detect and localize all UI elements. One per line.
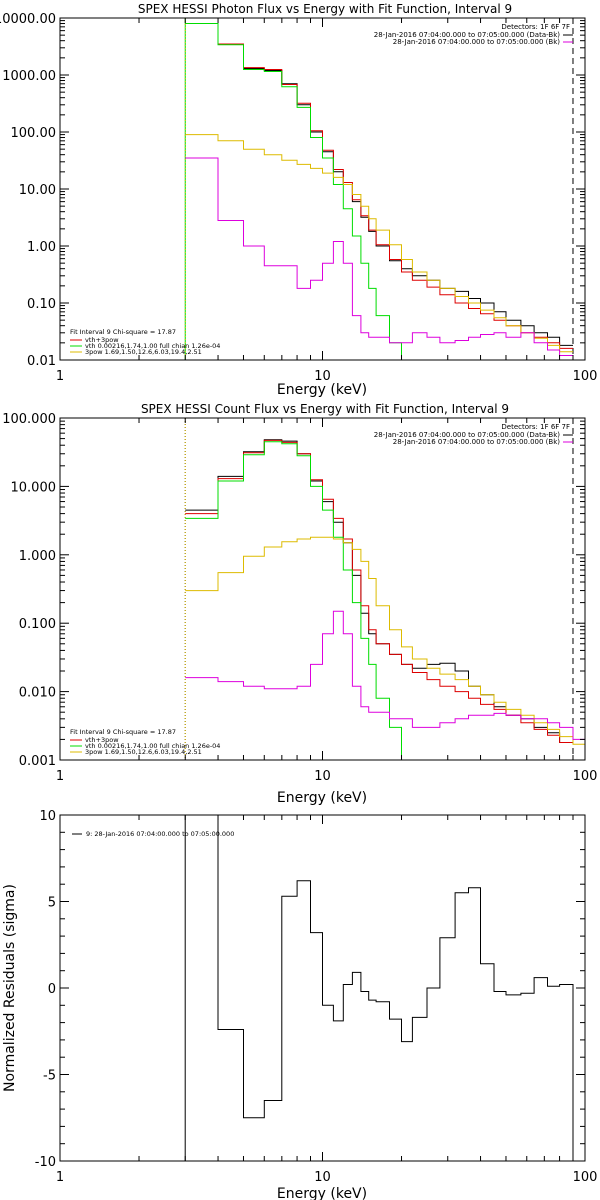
count-legend-thermal: vth 0.00216,1.74,1.00 full chian 1.26e-0… (85, 742, 220, 750)
count-series-data (185, 439, 573, 743)
photon-flux-panel: SPEX HESSI Photon Flux vs Energy with Fi… (0, 2, 597, 398)
count-x-tick-label: 100 (573, 769, 598, 784)
photon-series-background (185, 157, 573, 356)
photon-y-tick-label: 0.01 (27, 354, 56, 369)
count-x-tick-label: 1 (56, 769, 64, 784)
count-header-data-bk: 28-Jan-2016 07:04:00.000 to 07:05:00.000… (374, 431, 561, 439)
residuals-y-tick-label: -5 (43, 1069, 56, 1084)
count-legend: Fit Interval 9 Chi-square = 17.87 vth+3p… (70, 728, 220, 756)
residuals-series-residuals (184, 814, 574, 1161)
count-header-detectors: Detectors: 1F 6F 7F (501, 423, 570, 431)
photon-header-data-bk: 28-Jan-2016 07:04:00.000 to 07:05:00.000… (374, 31, 561, 39)
photon-series-thermal-fit (185, 23, 427, 361)
residuals-x-tick-label: 100 (573, 1170, 598, 1185)
photon-y-tick-label: 1.00 (27, 240, 56, 255)
residuals-plot-frame (59, 814, 586, 1162)
count-y-tick-label: 0.100 (19, 617, 56, 632)
residuals-xlabel: Energy (keV) (277, 1186, 367, 1200)
photon-y-tick-label: 100.00 (11, 126, 57, 141)
count-series-layer (184, 418, 585, 761)
photon-header-bk: 28-Jan-2016 07:04:00.000 to 07:05:00.000… (393, 38, 561, 46)
count-ticks-layer: 1 10 100 0.001 0.010 0.100 1.000 10.000 100.000 (2, 412, 597, 784)
count-plot-frame (59, 417, 586, 761)
residuals-series-layer (184, 814, 574, 1161)
count-legend-powerlaw: 3pow 1.69,1.50,12.6,6.03,19.4,2.51 (85, 748, 202, 756)
residuals-x-tick-label: 10 (314, 1170, 331, 1185)
residuals-ylabel: Normalized Residuals (sigma) (2, 884, 18, 1092)
count-y-tick-label: 100.000 (2, 412, 56, 427)
photon-legend-thermal: vth 0.00216,1.74,1.00 full chian 1.26e-0… (85, 342, 220, 350)
count-x-tick-label: 10 (314, 769, 331, 784)
photon-legend-total: vth+3pow (85, 336, 119, 344)
photon-legend: Fit Interval 9 Chi-square = 17.87 vth+3p… (70, 328, 220, 356)
residuals-legend-text: 9: 28-Jan-2016 07:04:00.000 to 07:05:00.… (86, 830, 234, 838)
photon-series-powerlaw-fit (185, 134, 573, 353)
photon-x-tick-label: 10 (314, 369, 331, 384)
count-series-thermal-fit (185, 441, 413, 761)
count-y-tick-label: 0.001 (19, 754, 56, 769)
count-header-bk: 28-Jan-2016 07:04:00.000 to 07:05:00.000… (393, 438, 561, 446)
count-y-tick-label: 0.010 (19, 686, 56, 701)
count-y-tick-label: 1.000 (19, 549, 56, 564)
residuals-panel: 1 10 100 -10 -5 0 5 10 Energy (keV) Normalized … (2, 809, 597, 1200)
photon-x-tick-label: 100 (573, 369, 598, 384)
count-xlabel: Energy (keV) (277, 790, 367, 806)
count-series-powerlaw-fit (185, 536, 585, 745)
photon-xlabel: Energy (keV) (277, 382, 367, 398)
residuals-ticks-layer: 1 10 100 -10 -5 0 5 10 (35, 809, 598, 1185)
photon-y-tick-label: 10000.00 (0, 12, 56, 27)
residuals-y-tick-label: 10 (39, 809, 56, 824)
photon-y-tick-label: 0.10 (27, 297, 56, 312)
photon-y-tick-label: 10.00 (19, 183, 56, 198)
photon-y-tick-label: 1000.00 (2, 69, 56, 84)
count-flux-panel: SPEX HESSI Count Flux vs Energy with Fit… (2, 402, 597, 806)
photon-series-data (185, 23, 573, 346)
photon-ticks-layer: 1 10 100 0.01 0.10 1.00 10.00 100.00 1000.00 1000… (0, 12, 597, 384)
residuals-y-tick-label: -10 (35, 1155, 56, 1170)
count-legend-total: vth+3pow (85, 736, 119, 744)
count-panel-title: SPEX HESSI Count Flux vs Energy with Fit… (141, 402, 509, 416)
photon-series-layer (184, 18, 574, 361)
photon-legend-title: Fit Interval 9 Chi-square = 17.87 (70, 328, 176, 336)
photon-panel-title: SPEX HESSI Photon Flux vs Energy with Fi… (138, 2, 512, 16)
residuals-y-tick-label: 0 (48, 982, 56, 997)
count-y-tick-label: 10.000 (11, 480, 57, 495)
residuals-y-tick-label: 5 (48, 896, 56, 911)
count-series-background (185, 610, 585, 740)
photon-x-tick-label: 1 (56, 369, 64, 384)
photon-legend-powerlaw: 3pow 1.69,1.50,12.6,6.03,19.4,2.51 (85, 348, 202, 356)
count-series-total-fit (185, 439, 573, 743)
photon-header-detectors: Detectors: 1F 6F 7F (501, 23, 570, 31)
count-legend-title: Fit Interval 9 Chi-square = 17.87 (70, 728, 176, 736)
photon-plot-frame (59, 17, 586, 361)
residuals-x-tick-label: 1 (56, 1170, 64, 1185)
photon-series-total-fit (185, 23, 573, 349)
